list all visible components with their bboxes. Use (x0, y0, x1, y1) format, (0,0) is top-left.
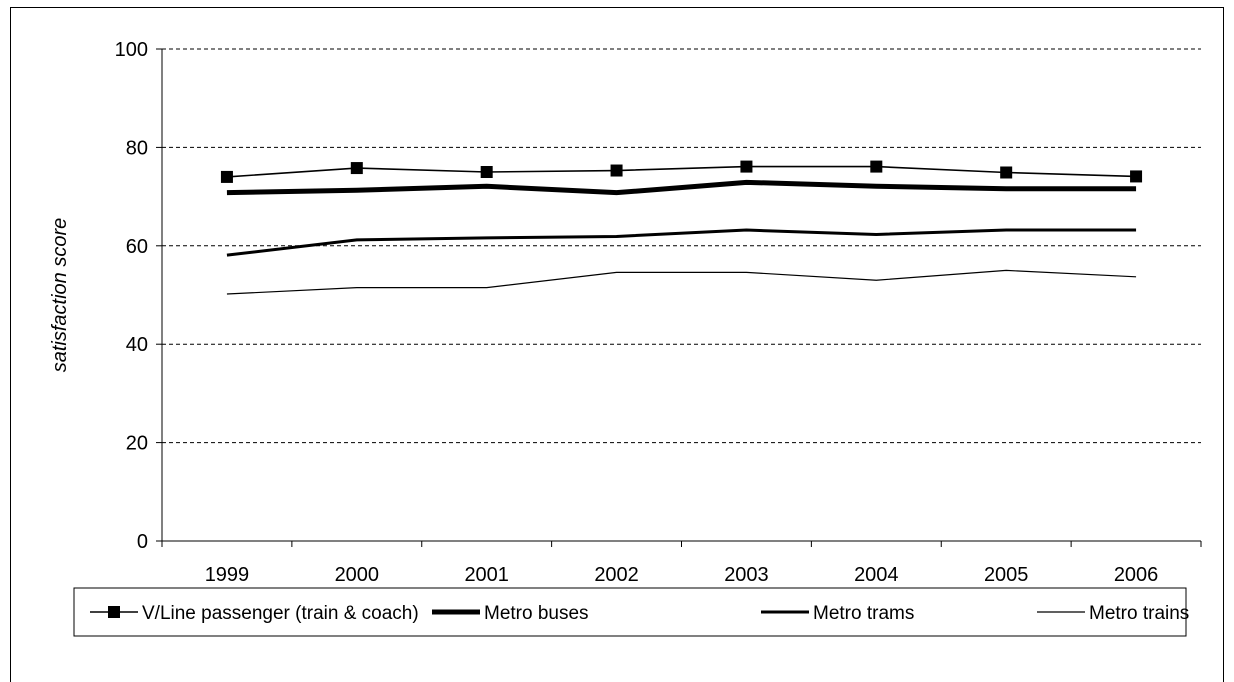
data-point (350, 162, 363, 175)
series-0 (220, 160, 1143, 183)
y-tick-label: 60 (126, 236, 148, 258)
y-tick-label: 40 (126, 334, 148, 356)
legend: V/Line passenger (train & coach) Metro bu… (73, 587, 1189, 637)
x-tick-label: 1999 (205, 564, 250, 586)
series-2 (226, 228, 1137, 257)
y-tick-labels: 0 20 40 60 80 100 (115, 39, 148, 553)
y-tick-label: 100 (115, 39, 148, 61)
series-line (226, 179, 1137, 196)
legend-label: Metro buses (484, 603, 589, 624)
series-1 (226, 179, 1137, 196)
y-axis-label: satisfaction score (49, 218, 71, 373)
series-lines (220, 160, 1143, 295)
gridlines (162, 48, 1201, 444)
data-point (1130, 170, 1143, 183)
legend-item: Metro buses (432, 603, 589, 624)
x-tick-label: 2002 (594, 564, 639, 586)
y-tick-label: 20 (126, 433, 148, 455)
legend-marker (108, 606, 120, 618)
series-3 (226, 269, 1137, 295)
series-line (226, 228, 1137, 257)
data-point (870, 160, 883, 173)
data-point (610, 164, 623, 177)
x-tick-labels: 1999 2000 2001 2002 2003 2004 2005 2006 (205, 564, 1159, 586)
x-tick-label: 2000 (335, 564, 380, 586)
legend-label: Metro trains (1089, 603, 1189, 624)
series-line (226, 165, 1137, 178)
data-point (740, 160, 753, 173)
data-point (220, 170, 233, 183)
x-tick-label: 2005 (984, 564, 1029, 586)
legend-item: Metro trains (1037, 603, 1189, 624)
data-point (1000, 166, 1013, 179)
chart-frame (10, 7, 1224, 682)
x-tick-label: 2003 (724, 564, 769, 586)
data-point (480, 166, 493, 178)
legend-item: V/Line passenger (train & coach) (90, 603, 419, 624)
y-tick-label: 80 (126, 137, 148, 159)
series-line (226, 269, 1137, 295)
legend-box (73, 587, 1187, 637)
axes (156, 48, 1202, 547)
y-tick-label: 0 (137, 531, 148, 553)
legend-label: V/Line passenger (train & coach) (142, 603, 419, 624)
x-tick-label: 2006 (1114, 564, 1159, 586)
legend-label: Metro trams (813, 603, 914, 624)
x-tick-label: 2001 (464, 564, 509, 586)
x-tick-label: 2004 (854, 564, 899, 586)
legend-item: Metro trams (761, 603, 914, 624)
